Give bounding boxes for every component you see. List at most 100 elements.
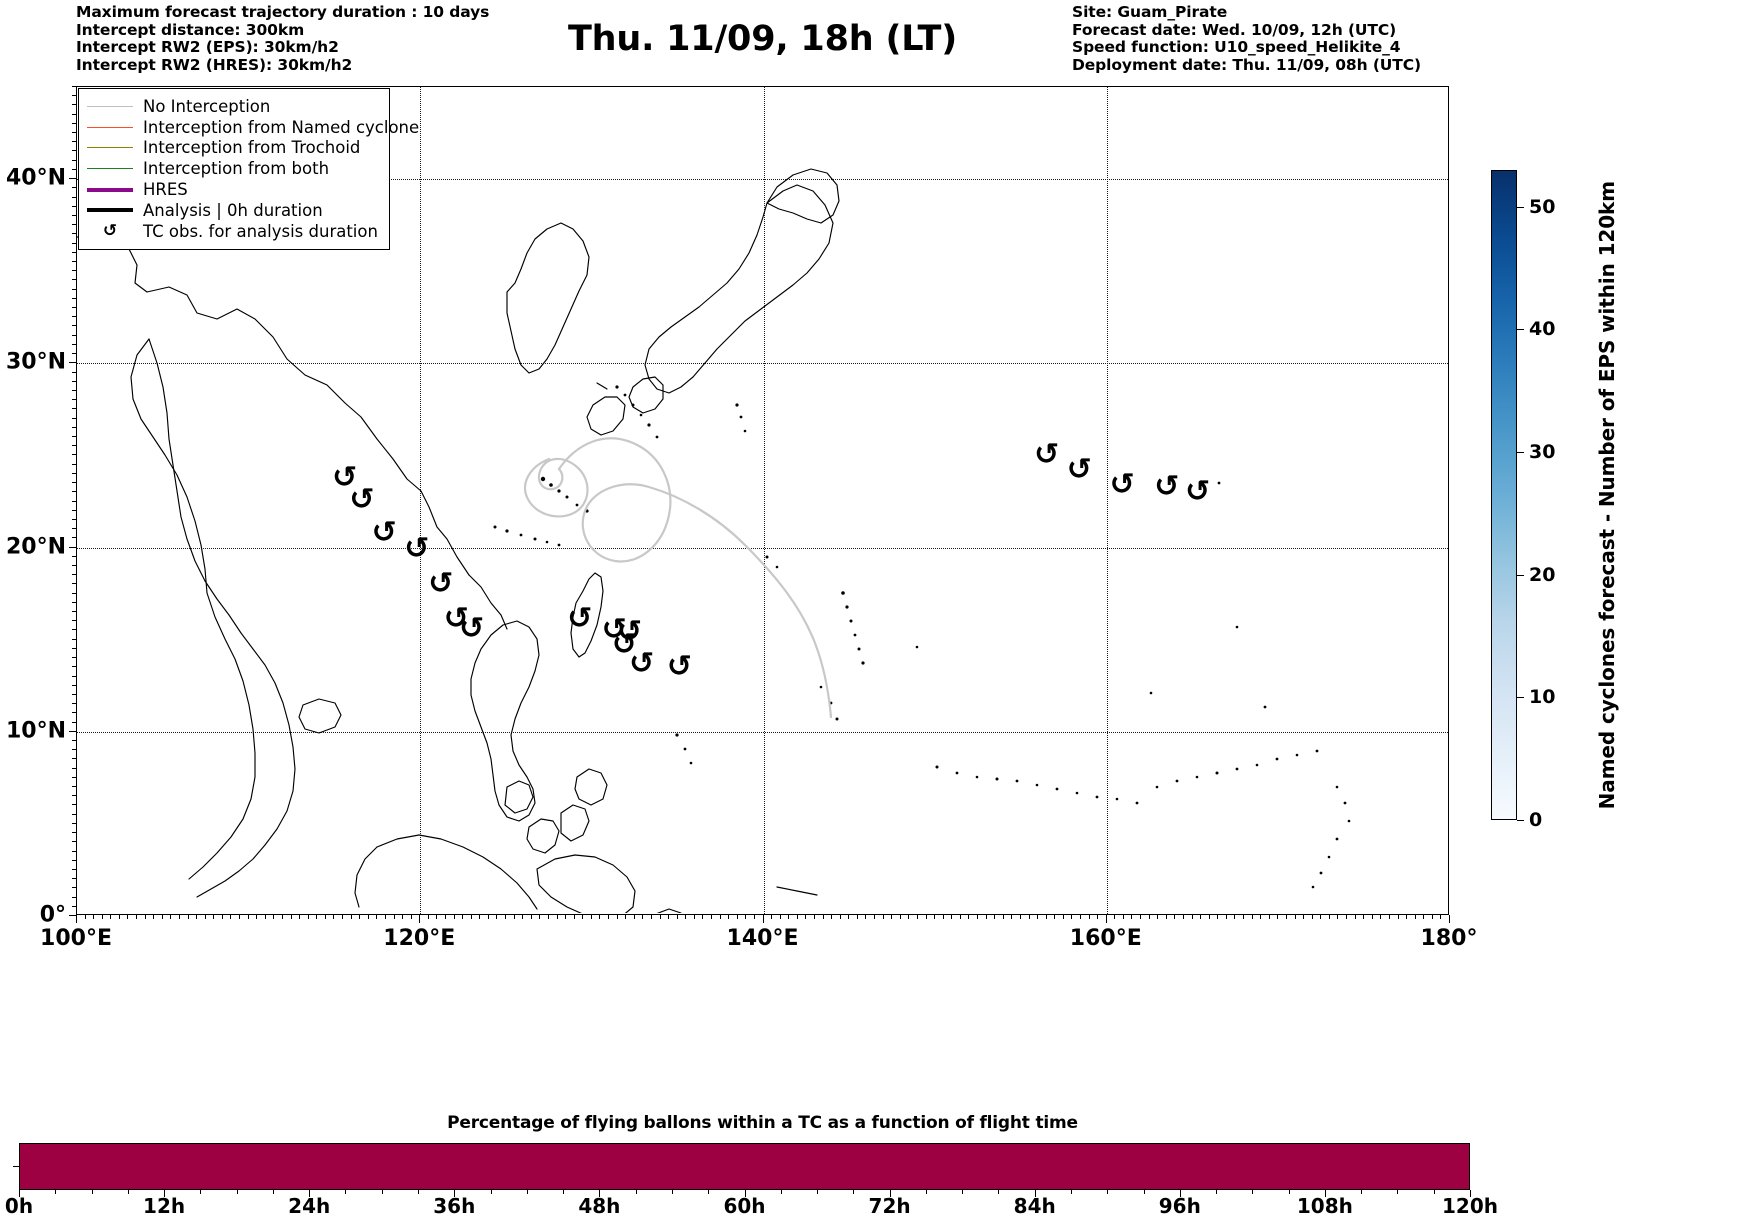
x-axis-minor-tick bbox=[1071, 915, 1073, 919]
x-axis-minor-tick bbox=[1097, 915, 1099, 919]
legend-item-label: Interception from Trochoid bbox=[143, 138, 361, 158]
legend-item[interactable]: Interception from Trochoid bbox=[87, 138, 379, 159]
legend-line-icon bbox=[87, 208, 133, 213]
bottom-axis-tick-label: 36h bbox=[433, 1194, 476, 1218]
legend-color-line bbox=[87, 105, 133, 107]
bottom-axis-minor-tick bbox=[925, 1190, 927, 1194]
x-axis-minor-tick bbox=[1397, 915, 1399, 919]
x-axis-minor-tick bbox=[196, 915, 198, 919]
legend-item[interactable]: ↺ TC obs. for analysis duration bbox=[87, 221, 379, 242]
x-axis-minor-tick bbox=[1174, 915, 1176, 919]
x-axis-minor-tick bbox=[788, 915, 790, 919]
legend-item[interactable]: No Interception bbox=[87, 96, 379, 117]
x-axis-minor-tick bbox=[204, 915, 206, 919]
x-axis-minor-tick bbox=[530, 915, 532, 919]
bottom-axis-minor-tick bbox=[1216, 1190, 1218, 1194]
legend-item[interactable]: Analysis | 0h duration bbox=[87, 200, 379, 221]
bottom-axis-minor-tick bbox=[1143, 1190, 1145, 1194]
x-axis-minor-tick bbox=[779, 915, 781, 919]
x-axis-minor-tick bbox=[264, 915, 266, 919]
header-left-line-2: Intercept RW2 (EPS): 30km/h2 bbox=[76, 38, 339, 57]
bottom-axis-tick bbox=[19, 1190, 20, 1197]
bottom-axis-minor-tick bbox=[200, 1190, 202, 1194]
x-axis-tick-label: 120°E bbox=[383, 926, 456, 951]
x-axis-minor-tick bbox=[153, 915, 155, 919]
colorbar-tick bbox=[1517, 697, 1524, 699]
map-legend[interactable]: No Interception Interception from Named c… bbox=[78, 88, 419, 250]
x-axis-minor-tick bbox=[76, 915, 77, 919]
x-axis-minor-tick bbox=[1191, 915, 1193, 919]
x-axis-minor-tick bbox=[1225, 915, 1227, 919]
colorbar-tick bbox=[1517, 206, 1524, 208]
cyclone-marker: ↺ bbox=[443, 601, 469, 637]
x-axis-minor-tick bbox=[230, 915, 232, 919]
x-axis-minor-tick bbox=[1105, 915, 1107, 919]
legend-color-line bbox=[87, 187, 133, 192]
x-axis-minor-tick bbox=[1140, 915, 1142, 919]
x-axis-minor-tick bbox=[1002, 915, 1004, 919]
colorbar-tick-label: 0 bbox=[1529, 809, 1543, 831]
gridline-vertical bbox=[420, 87, 422, 914]
header-left-line-3: Intercept RW2 (HRES): 30km/h2 bbox=[76, 55, 353, 74]
x-axis-minor-tick bbox=[1243, 915, 1245, 919]
colorbar[interactable]: 0 10 20 30 40 50 bbox=[1491, 170, 1555, 831]
legend-item-label: Interception from both bbox=[143, 159, 330, 179]
x-axis-minor-tick bbox=[333, 915, 335, 919]
legend-item[interactable]: Interception from both bbox=[87, 158, 379, 179]
x-axis-minor-tick bbox=[1045, 915, 1047, 919]
x-axis-minor-tick bbox=[891, 915, 893, 919]
bottom-bar-axis[interactable] bbox=[19, 1143, 1471, 1197]
bottom-axis-tick bbox=[164, 1190, 166, 1197]
x-axis-minor-tick bbox=[1311, 915, 1313, 919]
x-axis-minor-tick bbox=[522, 915, 524, 919]
y-axis-tick-label: 10°N bbox=[5, 718, 66, 744]
bottom-axis-minor-tick bbox=[272, 1190, 274, 1194]
bottom-axis-tick bbox=[1470, 1190, 1471, 1197]
x-axis-minor-tick bbox=[676, 915, 678, 919]
gridline-horizontal bbox=[77, 547, 1448, 549]
bottom-axis-minor-tick bbox=[817, 1190, 819, 1194]
x-axis-minor-tick bbox=[1217, 915, 1219, 919]
x-axis-minor-tick bbox=[573, 915, 575, 919]
bottom-axis-minor-tick bbox=[1107, 1190, 1109, 1194]
x-axis-minor-tick bbox=[393, 915, 395, 919]
x-axis-minor-tick bbox=[281, 915, 283, 919]
cyclone-marker: ↺ bbox=[1185, 474, 1211, 510]
x-axis-minor-tick bbox=[479, 915, 481, 919]
gridline-vertical bbox=[1106, 87, 1108, 914]
x-axis-minor-tick bbox=[599, 915, 601, 919]
x-axis-minor-tick bbox=[187, 915, 189, 919]
x-axis-minor-tick bbox=[1260, 915, 1262, 919]
header-left-info: Maximum forecast trajectory duration : 1… bbox=[76, 3, 489, 74]
x-axis-tick bbox=[1449, 915, 1450, 923]
x-axis-minor-tick bbox=[1200, 915, 1202, 919]
x-axis-minor-tick bbox=[822, 915, 824, 919]
x-axis-minor-tick bbox=[436, 915, 438, 919]
x-axis-minor-tick bbox=[290, 915, 292, 919]
x-axis-minor-tick bbox=[1388, 915, 1390, 919]
cyclone-marker: ↺ bbox=[1034, 437, 1060, 473]
legend-line-icon bbox=[87, 126, 133, 128]
x-axis-minor-tick bbox=[1054, 915, 1056, 919]
bottom-axis-tick bbox=[1324, 1190, 1326, 1197]
legend-item[interactable]: Interception from Named cyclone bbox=[87, 117, 419, 138]
legend-item[interactable]: HRES bbox=[87, 179, 379, 200]
x-axis-minor-tick bbox=[384, 915, 386, 919]
x-axis-minor-tick bbox=[1303, 915, 1305, 919]
legend-item-label: Interception from Named cyclone bbox=[143, 117, 420, 137]
x-axis-minor-tick bbox=[1363, 915, 1365, 919]
x-axis-minor-tick bbox=[496, 915, 498, 919]
x-axis-minor-tick bbox=[1019, 915, 1021, 919]
legend-line-icon bbox=[87, 105, 133, 107]
bottom-axis-tick bbox=[889, 1190, 891, 1197]
bottom-axis-minor-tick bbox=[563, 1190, 565, 1194]
x-axis-minor-tick bbox=[1088, 915, 1090, 919]
bottom-axis-tick bbox=[1034, 1190, 1036, 1197]
x-axis-minor-tick bbox=[376, 915, 378, 919]
bottom-axis-minor-tick bbox=[55, 1190, 57, 1194]
colorbar-tick bbox=[1517, 452, 1524, 454]
x-axis-minor-tick bbox=[1414, 915, 1416, 919]
x-axis-minor-tick bbox=[427, 915, 429, 919]
x-axis-minor-tick bbox=[1157, 915, 1159, 919]
x-axis-minor-tick bbox=[659, 915, 661, 919]
